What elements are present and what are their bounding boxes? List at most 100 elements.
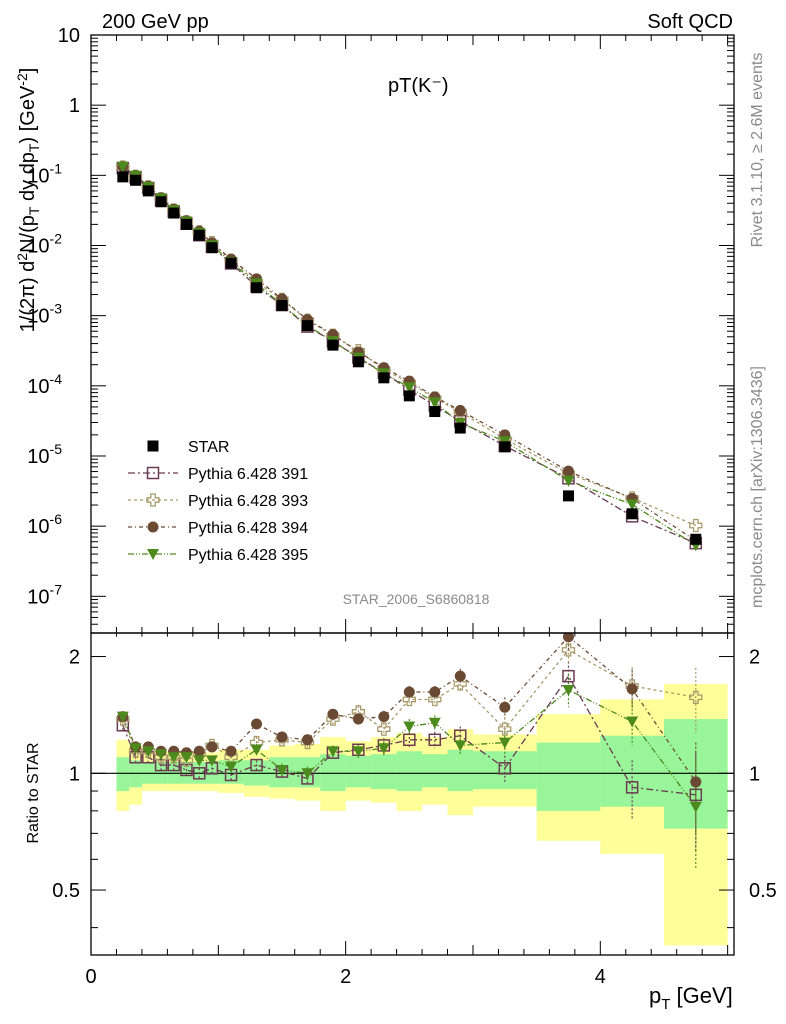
legend-entry: STAR	[147, 439, 229, 456]
ratio-point	[129, 743, 142, 755]
ratio-point	[193, 755, 206, 767]
ratio-point	[180, 752, 193, 764]
legend-entry: Pythia 6.428 395	[128, 547, 308, 564]
legend-label: STAR	[188, 439, 229, 456]
ratio-point	[326, 746, 339, 758]
ratio-point	[498, 737, 511, 749]
ratio-point	[205, 755, 218, 767]
ratio-point	[116, 711, 129, 723]
star-point	[193, 229, 205, 241]
main-point	[116, 161, 129, 173]
stat-band	[371, 754, 397, 790]
ratio-point	[428, 692, 442, 707]
legend-marker	[147, 440, 159, 452]
ratio-point	[453, 677, 467, 691]
y-tick-label: 10-2	[27, 230, 62, 257]
x-tick-label: 0	[85, 966, 96, 988]
ratio-point	[562, 633, 574, 643]
ratio-tick-label-left: 0.5	[52, 880, 80, 902]
stat-band	[396, 751, 423, 792]
star-point	[626, 508, 638, 520]
star-point	[429, 406, 441, 418]
ratio-point	[352, 713, 364, 725]
stat-band	[422, 754, 448, 788]
axis-ticks	[90, 34, 734, 955]
ratio-point	[155, 749, 168, 761]
main-point	[562, 465, 574, 477]
ratio-point	[562, 669, 575, 683]
ratio-point	[689, 690, 703, 704]
ratio-point	[561, 643, 576, 657]
ratio-point	[562, 684, 575, 696]
ratio-point	[301, 734, 313, 746]
ratio-plot-frame	[90, 632, 735, 956]
ratio-point	[690, 776, 702, 788]
main-line-1	[122, 167, 697, 544]
stat-band	[447, 749, 473, 792]
x-tick-label: 2	[340, 966, 351, 988]
star-point	[225, 257, 237, 269]
ratio-point	[626, 683, 638, 695]
star-point	[301, 320, 313, 332]
y-tick-label: 10-7	[27, 581, 62, 608]
ratio-point	[454, 670, 466, 682]
ratio-point	[193, 745, 205, 757]
rivet-label: Rivet 3.1.10, ≥ 2.6M events	[749, 53, 766, 248]
ratio-point	[377, 743, 390, 755]
y-tick-label: 10	[58, 25, 80, 47]
ratio-point	[225, 761, 238, 773]
main-line-4	[122, 166, 697, 546]
ratio-point	[142, 746, 155, 758]
star-point	[562, 490, 574, 502]
main-line-3	[122, 166, 697, 542]
legend-entry: Pythia 6.428 393	[128, 493, 308, 510]
ratio-point	[180, 763, 193, 777]
y-axis-label: 1/(2π) d2N/(pT dy dpT) [GeV-2]	[14, 68, 42, 333]
ratio-tick-label-right: 1	[749, 763, 760, 785]
ratio-point	[378, 711, 390, 723]
ratio-point	[454, 740, 467, 752]
ratio-point	[225, 745, 237, 757]
main-point	[562, 475, 575, 487]
y-tick-label: 1	[69, 95, 80, 117]
ratio-point	[206, 741, 218, 753]
ratio-point	[689, 801, 702, 813]
star-point	[168, 207, 180, 219]
ratio-line-4	[122, 689, 697, 808]
stat-band	[345, 755, 372, 788]
ratio-tick-label-right: 2	[749, 647, 760, 669]
ratio-point	[352, 746, 365, 758]
uncertainty-bands	[116, 683, 728, 946]
star-point	[130, 174, 142, 186]
y-tick-label: 10-4	[27, 371, 62, 398]
ratio-series-markers	[116, 633, 703, 813]
ratio-point	[327, 708, 339, 720]
stat-band	[116, 757, 130, 792]
legend-entry: Pythia 6.428 391	[128, 466, 308, 483]
legend-marker	[146, 493, 160, 507]
stat-band	[320, 754, 346, 792]
ratio-point	[250, 744, 263, 756]
legend-marker	[147, 549, 159, 560]
stat-band	[600, 735, 664, 807]
ratio-y-axis-label: Ratio to STAR	[25, 742, 42, 843]
star-point	[206, 242, 218, 254]
star-point	[690, 533, 702, 545]
ratio-tick-label-left: 2	[69, 647, 80, 669]
ratio-point	[276, 731, 288, 743]
ratio-tick-label-right: 0.5	[749, 880, 777, 902]
y-tick-label: 10-6	[27, 511, 62, 538]
ratio-point	[428, 717, 441, 729]
star-point	[117, 171, 129, 183]
y-tick-label: 10-3	[27, 301, 62, 328]
main-point	[454, 404, 466, 416]
y-tick-label: 10-1	[27, 160, 62, 187]
legend-marker	[146, 466, 160, 480]
ratio-point	[689, 788, 703, 802]
ratio-line-1	[122, 674, 696, 796]
legend-marker	[147, 521, 159, 533]
ratio-point	[402, 692, 416, 707]
star-point	[403, 390, 415, 402]
ratio-point	[377, 722, 391, 736]
